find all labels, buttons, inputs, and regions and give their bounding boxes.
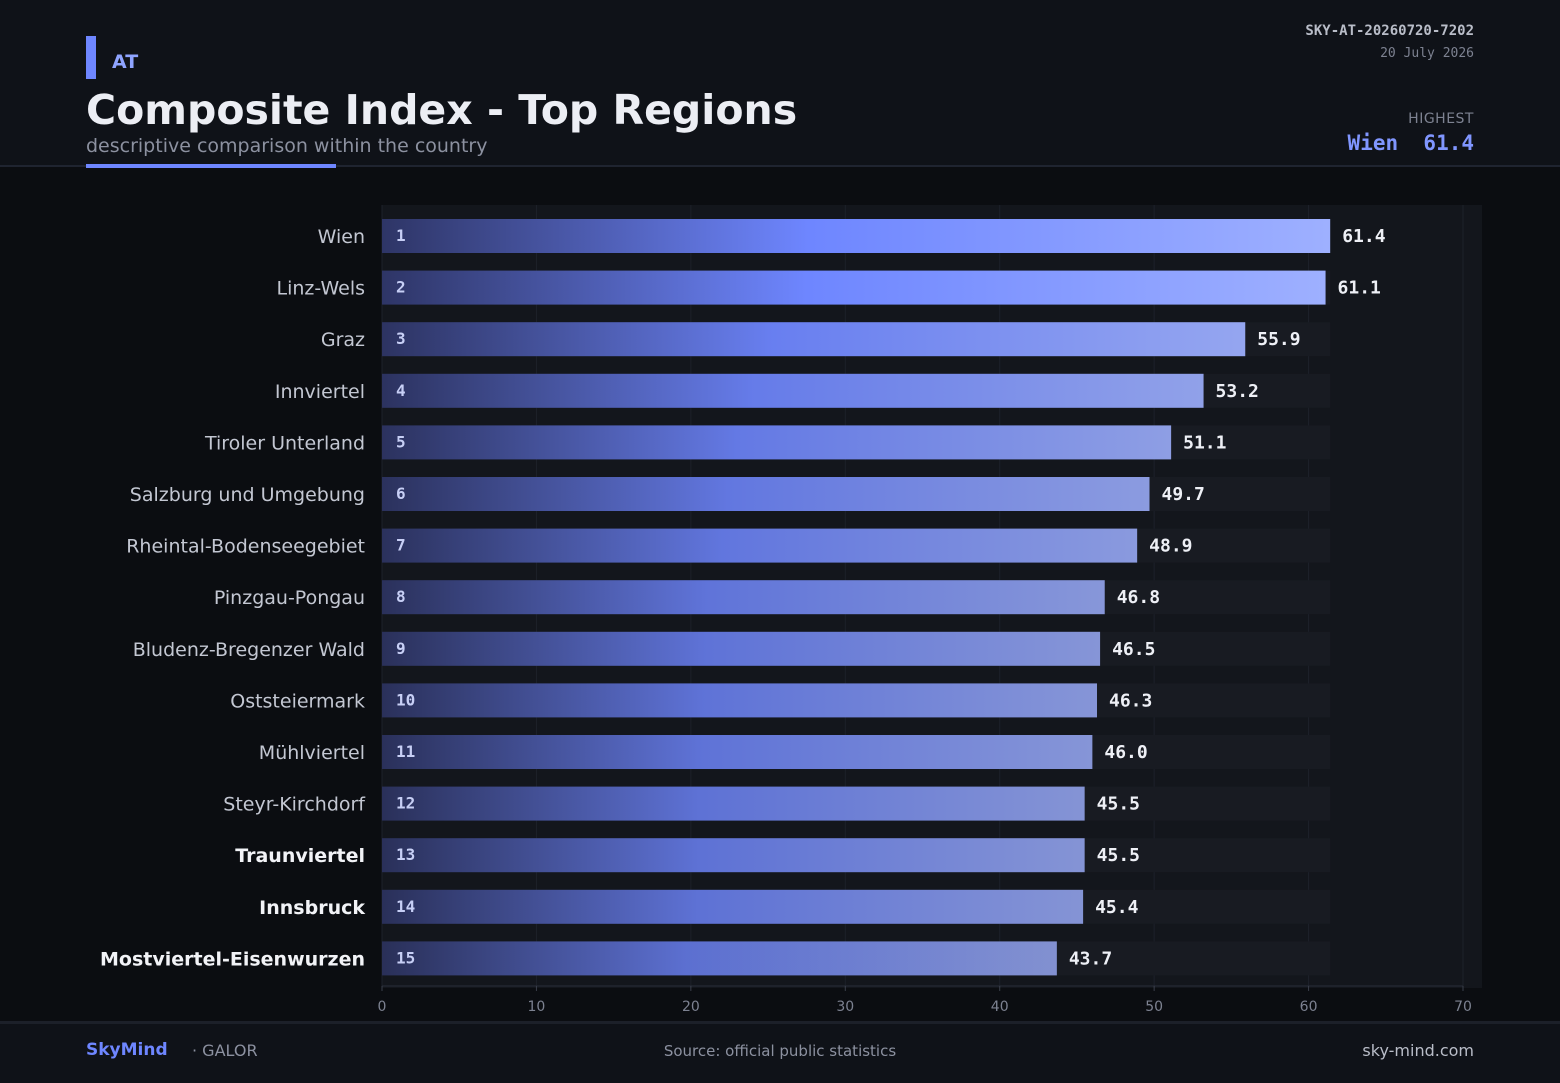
bar-value-label: 51.1 — [1183, 432, 1226, 453]
bar-rank-label: 13 — [396, 845, 415, 864]
bar — [382, 941, 1057, 976]
bar-rank-label: 7 — [396, 536, 406, 555]
bar-rank-label: 6 — [396, 484, 406, 503]
bar-value-label: 46.5 — [1112, 639, 1155, 660]
bar-rank-label: 2 — [396, 278, 406, 297]
x-tick-label: 20 — [682, 999, 700, 1015]
brand-name: SkyMind — [86, 1040, 168, 1060]
page-title: Composite Index - Top Regions — [86, 86, 798, 134]
bar-value-label: 45.5 — [1097, 845, 1140, 866]
page-subtitle: descriptive comparison within the countr… — [86, 135, 488, 157]
category-label: Mostviertel-Eisenwurzen — [100, 948, 365, 970]
x-tick-label: 70 — [1454, 999, 1472, 1015]
bar-value-label: 61.1 — [1338, 278, 1381, 299]
bar-rank-label: 15 — [396, 948, 415, 967]
bar-value-label: 49.7 — [1162, 484, 1205, 505]
bar-rank-label: 11 — [396, 742, 415, 761]
bar — [382, 322, 1246, 357]
bar — [382, 425, 1172, 460]
bar-value-label: 46.8 — [1117, 587, 1160, 608]
x-tick-label: 50 — [1145, 999, 1163, 1015]
header-divider — [0, 165, 1560, 167]
bar — [382, 683, 1098, 718]
highest-summary: Wien 61.4 — [1348, 131, 1474, 155]
category-label: Steyr-Kirchdorf — [223, 794, 366, 816]
bar — [382, 735, 1093, 769]
bar-rank-label: 12 — [396, 794, 415, 813]
website-link[interactable]: sky-mind.com — [1362, 1041, 1474, 1060]
category-label: Oststeiermark — [230, 690, 365, 712]
header-band — [0, 0, 1560, 166]
bar-value-label: 61.4 — [1342, 226, 1386, 247]
bar — [382, 580, 1105, 615]
bar — [382, 528, 1138, 563]
highest-label: HIGHEST — [1408, 111, 1474, 127]
country-code: AT — [112, 51, 139, 73]
bar — [382, 889, 1084, 924]
bar-value-label: 46.0 — [1104, 742, 1147, 763]
bar-rank-label: 9 — [396, 639, 406, 658]
x-tick-label: 60 — [1300, 999, 1318, 1015]
x-tick-label: 30 — [836, 999, 854, 1015]
category-label: Mühlviertel — [259, 742, 365, 764]
category-label: Rheintal-Bodenseegebiet — [126, 536, 365, 558]
highest-value: 61.4 — [1423, 131, 1474, 155]
bar — [382, 373, 1204, 408]
bar-value-label: 46.3 — [1109, 690, 1152, 711]
bar — [382, 270, 1326, 305]
country-accent-bar — [86, 36, 96, 79]
title-accent-rule — [86, 164, 336, 168]
bar — [382, 477, 1150, 511]
bar-value-label: 45.4 — [1095, 897, 1139, 918]
x-tick-label: 0 — [378, 999, 387, 1015]
category-label: Linz-Wels — [276, 278, 365, 300]
source-note: Source: official public statistics — [663, 1042, 897, 1060]
category-label: Graz — [321, 329, 365, 351]
bar-value-label: 53.2 — [1216, 381, 1259, 402]
bar-value-label: 43.7 — [1069, 948, 1112, 969]
category-label: Traunviertel — [235, 845, 365, 867]
bar — [382, 786, 1085, 821]
bar-rank-label: 10 — [396, 690, 415, 709]
bar — [382, 838, 1085, 873]
document-id: SKY-AT-20260720-7202 — [1305, 23, 1474, 39]
document-date: 20 July 2026 — [1380, 46, 1474, 61]
x-tick-label: 40 — [991, 999, 1009, 1015]
category-label: Pinzgau-Pongau — [214, 587, 365, 609]
bar-value-label: 45.5 — [1097, 794, 1140, 815]
highest-region: Wien — [1347, 131, 1399, 155]
category-label: Salzburg und Umgebung — [130, 484, 365, 506]
bar — [382, 219, 1331, 253]
category-label: Tiroler Unterland — [204, 432, 365, 454]
bar-value-label: 55.9 — [1257, 329, 1300, 350]
bar-rank-label: 8 — [396, 587, 406, 606]
brand-subtitle: · GALOR — [192, 1041, 258, 1060]
category-label: Bludenz-Bregenzer Wald — [133, 639, 365, 661]
bar-rank-label: 3 — [396, 329, 406, 348]
bar-rank-label: 14 — [396, 897, 415, 916]
bar-value-label: 48.9 — [1149, 536, 1192, 557]
category-label: Innsbruck — [259, 897, 365, 919]
category-label: Wien — [318, 226, 365, 248]
category-label: Innviertel — [275, 381, 365, 403]
footer-band — [0, 1021, 1560, 1083]
bar — [382, 631, 1101, 666]
bar-rank-label: 5 — [396, 432, 406, 451]
bar-rank-label: 1 — [396, 226, 406, 245]
bar-rank-label: 4 — [396, 381, 406, 400]
x-tick-label: 10 — [528, 999, 546, 1015]
